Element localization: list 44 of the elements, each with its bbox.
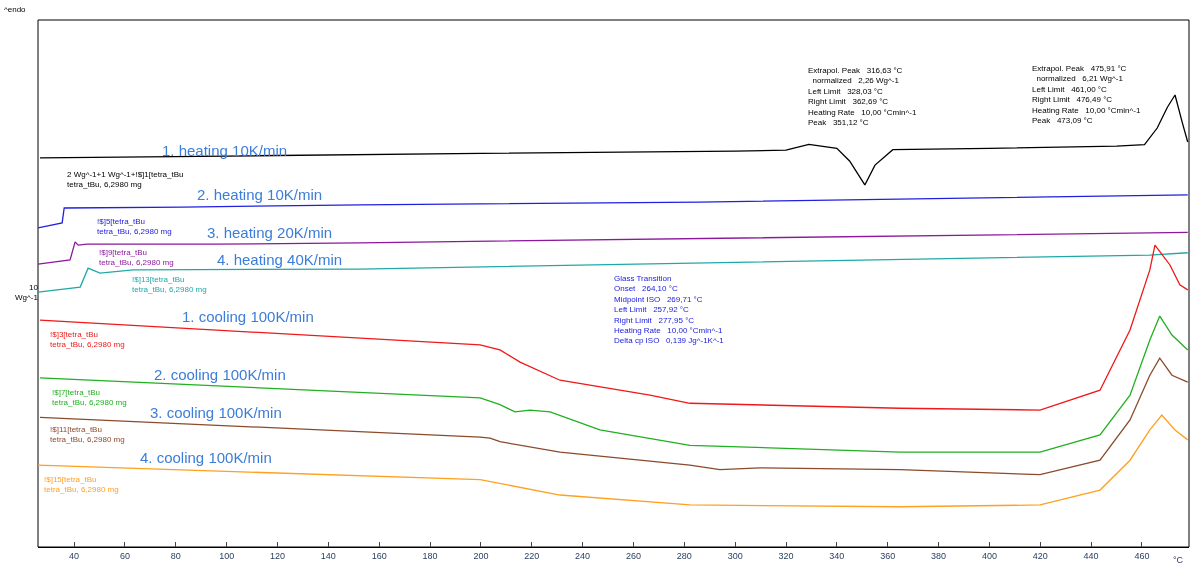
x-tick-label: 80 xyxy=(170,550,181,561)
series-label: 2. cooling 100K/min xyxy=(154,366,286,383)
text: 10 Wg^-1 xyxy=(15,283,39,303)
x-tick-label: 320 xyxy=(778,550,794,561)
x-tick-label: 400 xyxy=(981,550,997,561)
x-tick-label: 280 xyxy=(676,550,692,561)
series-label: 4. cooling 100K/min xyxy=(140,449,272,466)
annotation: !$]7[tetra_tBu tetra_tBu, 6,2980 mg xyxy=(52,388,127,408)
x-tick-label: 300 xyxy=(727,550,743,561)
x-tick-label: 140 xyxy=(320,550,336,561)
x-tick-label: 220 xyxy=(524,550,540,561)
x-tick-label: 60 xyxy=(119,550,130,561)
series-label: 3. cooling 100K/min xyxy=(150,404,282,421)
x-tick-label: 360 xyxy=(880,550,896,561)
annotation: !$]3[tetra_tBu tetra_tBu, 6,2980 mg xyxy=(50,330,125,350)
x-tick-label: 260 xyxy=(625,550,641,561)
annotation: !$]9[tetra_tBu tetra_tBu, 6,2980 mg xyxy=(99,248,174,268)
series-label: 3. heating 20K/min xyxy=(207,224,333,241)
x-tick-label: 420 xyxy=(1032,550,1048,561)
annotation: !$]5[tetra_tBu tetra_tBu, 6,2980 mg xyxy=(97,217,172,237)
annotation: Extrapol. Peak 475,91 °C normalized 6,21 Wg^-1 Left Limit 461,00 °C Right Limit 476,49 °C Heating Rate 10,00 °Cmin^-1 Peak 473,09 °C xyxy=(1032,64,1141,125)
annotation: Extrapol. Peak 316,63 °C normalized 2,26 Wg^-1 Left Limit 328,03 °C Right Limit 362,69 °C Heating Rate 10,00 °Cmin^-1 Peak 351,12 °C xyxy=(808,66,917,127)
x-axis-title: °C xyxy=(1173,555,1184,565)
series-label: 1. heating 10K/min xyxy=(162,142,288,159)
x-tick-label: 240 xyxy=(575,550,591,561)
annotation: !$]11[tetra_tBu tetra_tBu, 6,2980 mg xyxy=(50,425,125,445)
x-tick-label: 440 xyxy=(1083,550,1099,561)
series-label: 4. heating 40K/min xyxy=(217,251,343,268)
x-tick-label: 180 xyxy=(422,550,438,561)
series-label: 2. heating 10K/min xyxy=(197,186,323,203)
annotation: !$]13[tetra_tBu tetra_tBu, 6,2980 mg xyxy=(132,275,207,295)
x-tick-label: 200 xyxy=(473,550,489,561)
x-tick-label: 460 xyxy=(1134,550,1150,561)
x-tick-label: 160 xyxy=(371,550,387,561)
annotation: 2 Wg^-1+1 Wg^-1+!$]1[tetra_tBu tetra_tBu, 6,2980 mg xyxy=(67,170,184,190)
x-tick-label: 380 xyxy=(931,550,947,561)
text: ^endo xyxy=(4,5,27,14)
annotation: !$]15[tetra_tBu tetra_tBu, 6,2980 mg xyxy=(44,475,119,495)
series-label: 1. cooling 100K/min xyxy=(182,308,314,325)
x-tick-label: 100 xyxy=(219,550,235,561)
x-tick-label: 40 xyxy=(69,550,80,561)
x-tick-label: 120 xyxy=(269,550,286,561)
x-tick-label: 340 xyxy=(829,550,845,561)
annotation: Glass Transition Onset 264,10 °C Midpoint ISO 269,71 °C Left Limit 257,92 °C Right Limit 277,95 °C Heating Rate 10,00 °Cmin^-1 Delta cp ISO 0,139 Jg^-1K^-1 xyxy=(614,274,725,346)
